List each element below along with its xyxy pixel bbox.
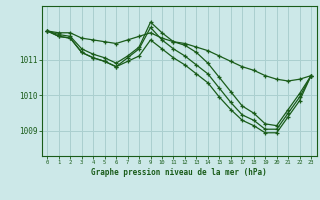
X-axis label: Graphe pression niveau de la mer (hPa): Graphe pression niveau de la mer (hPa) — [91, 168, 267, 177]
